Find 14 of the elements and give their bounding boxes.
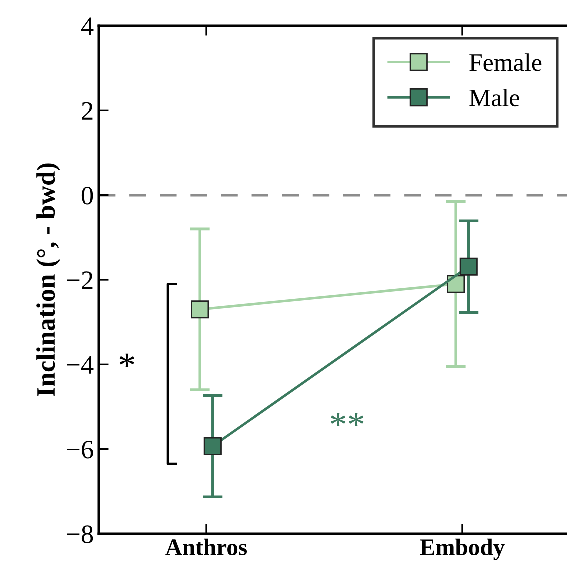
y-tick-label: −2 <box>67 272 93 290</box>
y-tick-label: −4 <box>67 356 94 374</box>
y-tick-label: 4 <box>81 18 94 36</box>
legend-label: Male <box>470 88 520 107</box>
legend-label: Female <box>470 54 542 72</box>
y-tick-label: −8 <box>67 526 94 544</box>
annotation: * <box>120 354 134 368</box>
y-tick-label: −6 <box>67 441 94 459</box>
y-axis-title: Inclination (°, - bwd) <box>36 164 61 397</box>
annotation: ** <box>331 413 364 426</box>
y-tick-label: 0 <box>82 186 94 205</box>
y-tick-label: 2 <box>82 102 93 120</box>
x-tick-label: Anthros <box>166 538 248 556</box>
x-tick-label: Embody <box>420 538 505 560</box>
